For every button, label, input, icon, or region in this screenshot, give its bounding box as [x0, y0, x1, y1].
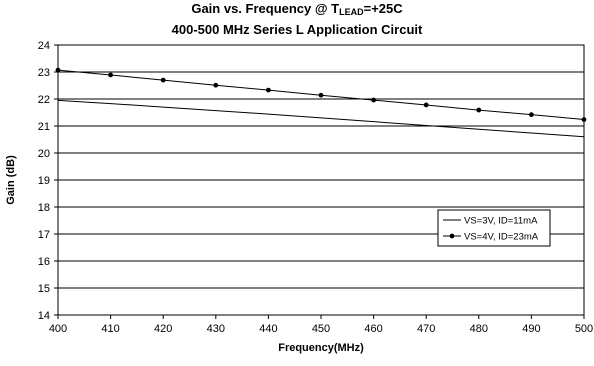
- series-2-point-430: [213, 82, 219, 88]
- series-2-point-490: [529, 112, 534, 118]
- tick-label-x-420: 420: [154, 323, 172, 335]
- tick-label-y-16: 16: [38, 256, 50, 268]
- legend-label-1: VS=3V, ID=11mA: [464, 216, 538, 227]
- chart-title-subscript: LEAD: [339, 7, 364, 17]
- chart-title: Gain vs. Frequency @ TLEAD=+25C: [0, 0, 594, 21]
- tick-label-x-460: 460: [364, 323, 382, 335]
- series-group: [55, 67, 587, 138]
- tick-label-x-400: 400: [49, 323, 67, 335]
- chart-title-suffix: =+25C: [363, 1, 403, 16]
- series-2-point-420: [160, 77, 166, 83]
- legend-box: [437, 209, 551, 247]
- series-2-point-470: [423, 102, 429, 108]
- tick-label-x-450: 450: [312, 323, 330, 335]
- tick-label-y-20: 20: [38, 148, 50, 160]
- tick-label-y-24: 24: [38, 40, 50, 52]
- tick-label-x-500: 500: [575, 323, 593, 335]
- series-2-point-440: [266, 87, 271, 93]
- tick-label-y-18: 18: [38, 202, 50, 214]
- tick-label-x-490: 490: [522, 323, 540, 335]
- grid-lines: [58, 71, 584, 289]
- tick-label-x-470: 470: [417, 323, 435, 335]
- chart-title-prefix: Gain vs. Frequency @ T: [191, 1, 340, 16]
- series-2-point-460: [371, 97, 376, 103]
- tick-label-x-480: 480: [470, 323, 488, 335]
- series-line-1: [57, 99, 585, 138]
- tick-label-y-14: 14: [38, 310, 50, 322]
- tick-label-x-430: 430: [207, 323, 225, 335]
- tick-label-y-15: 15: [38, 283, 50, 295]
- legend-label-2: VS=4V, ID=23mA: [464, 232, 539, 243]
- series-2-point-450: [318, 92, 324, 98]
- tick-label-y-22: 22: [38, 94, 50, 106]
- legend: VS=3V, ID=11mA VS=4V, ID=23mA: [437, 209, 551, 247]
- tick-label-x-440: 440: [259, 323, 277, 335]
- series-2-point-410: [108, 72, 113, 78]
- chart-subtitle: 400-500 MHz Series L Application Circuit: [171, 22, 423, 37]
- tick-label-y-21: 21: [38, 121, 50, 133]
- legend-marker-2: [449, 233, 455, 239]
- tick-label-y-23: 23: [38, 67, 50, 79]
- x-axis-title: Frequency(MHz): [278, 342, 364, 354]
- tick-label-y-19: 19: [38, 175, 50, 187]
- y-axis-title: Gain (dB): [5, 155, 17, 205]
- tick-label-x-410: 410: [101, 323, 119, 335]
- tick-label-y-17: 17: [38, 229, 50, 241]
- series-2-point-480: [476, 107, 482, 113]
- axis-ticks: 14 15 16 17 18 19 20 21 22 23 24 400 410 420 430 440 450…: [38, 40, 593, 335]
- chart-title-block: Gain vs. Frequency @ TLEAD=+25C 400-500 …: [0, 0, 594, 38]
